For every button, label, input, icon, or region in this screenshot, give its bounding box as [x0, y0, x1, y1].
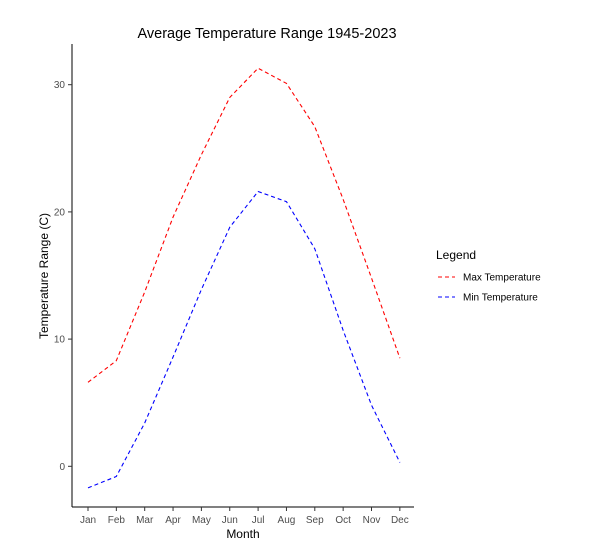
legend-items: Max Temperature Min Temperature	[438, 273, 541, 304]
x-tick-label: May	[192, 515, 211, 526]
y-axis-ticks: 0 10 20 30	[54, 80, 72, 473]
x-tick-label: Sep	[306, 515, 324, 526]
y-tick-label: 0	[59, 462, 65, 473]
x-tick-label: Mar	[136, 515, 154, 526]
x-tick-label: Oct	[335, 515, 351, 526]
series-line-min-temperature	[87, 190, 401, 489]
x-tick-label: Jan	[80, 515, 96, 526]
x-axis-ticks: Jan Feb Mar Apr May Jun Jul Aug Sep Oct Nov Dec	[80, 507, 409, 526]
data-point-min-temperature	[200, 288, 202, 290]
legend-label-max-temperature: Max Temperature	[463, 273, 541, 284]
y-tick-label: 20	[54, 207, 66, 218]
y-tick-label: 10	[54, 335, 66, 346]
series-line-max-temperature	[87, 67, 401, 383]
y-tick-label: 30	[54, 80, 66, 91]
x-tick-label: Feb	[108, 515, 126, 526]
x-tick-label: Apr	[165, 515, 181, 526]
x-tick-label: Jun	[222, 515, 238, 526]
legend-title: Legend	[436, 248, 476, 262]
x-tick-label: Nov	[363, 515, 381, 526]
legend: Legend Max Temperature Min Temperature	[436, 248, 541, 304]
x-tick-label: Aug	[278, 515, 296, 526]
legend-label-min-temperature: Min Temperature	[463, 293, 538, 304]
chart-title: Average Temperature Range 1945-2023	[137, 26, 396, 42]
x-axis-title: Month	[226, 527, 259, 541]
x-tick-label: Dec	[391, 515, 409, 526]
series-layer	[87, 67, 401, 489]
x-tick-label: Jul	[252, 515, 265, 526]
y-axis-title: Temperature Range (C)	[37, 213, 51, 339]
